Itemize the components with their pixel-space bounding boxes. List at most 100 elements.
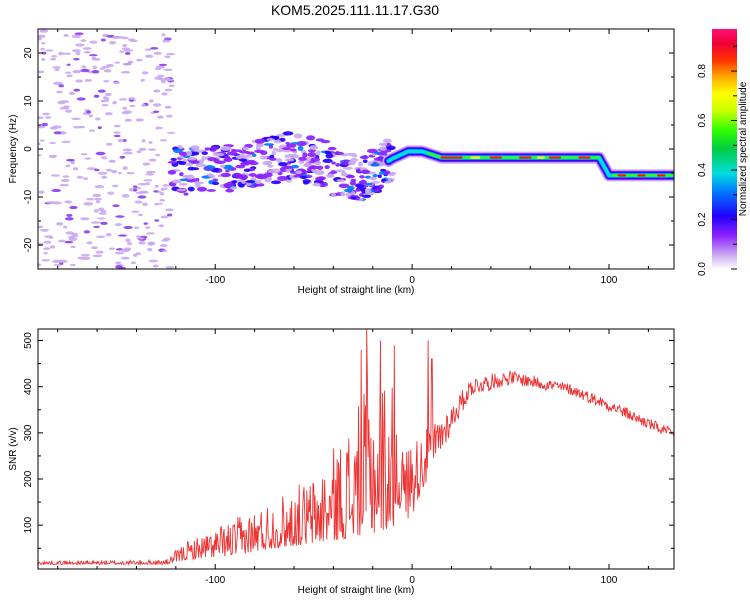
spectral-blob <box>267 164 274 168</box>
spectral-blob <box>331 161 336 165</box>
noise-blob <box>92 254 103 258</box>
noise-blob <box>58 84 65 88</box>
noise-blob <box>86 110 92 114</box>
spectral-blob <box>350 190 356 196</box>
spectral-blob <box>254 179 262 185</box>
noise-blob <box>78 125 86 129</box>
noise-blob <box>115 215 125 218</box>
noise-blob <box>162 39 171 43</box>
noise-blob <box>92 65 98 70</box>
noise-blob <box>90 221 101 224</box>
noise-blob <box>53 263 62 267</box>
noise-blob <box>39 29 49 33</box>
noise-blob <box>82 177 89 180</box>
noise-blob <box>64 200 73 204</box>
spectral-blob <box>349 181 357 186</box>
noise-blob <box>71 34 82 39</box>
y-tick-label: -10 <box>23 189 34 204</box>
spectral-blob <box>359 179 367 185</box>
noise-blob <box>45 49 54 52</box>
noise-blob <box>101 175 108 179</box>
spectral-blob <box>386 145 396 151</box>
noise-blob <box>145 182 150 186</box>
noise-blob <box>80 254 91 257</box>
spectral-blob <box>367 161 373 167</box>
spectral-blob <box>255 145 261 151</box>
spectral-blob <box>195 177 200 182</box>
spectral-blob <box>345 192 352 197</box>
noise-blob <box>159 139 168 142</box>
noise-blob <box>86 167 97 171</box>
noise-blob <box>149 99 154 103</box>
spectral-blob <box>251 153 257 157</box>
noise-blob <box>72 69 81 74</box>
spectral-blob <box>178 151 187 156</box>
spectral-blob <box>220 172 232 178</box>
spectral-blob <box>291 164 299 169</box>
spectral-blob <box>212 181 220 186</box>
spectral-blob <box>242 146 250 151</box>
noise-blob <box>113 131 122 134</box>
noise-blob <box>128 97 136 100</box>
noise-blob <box>158 63 168 67</box>
noise-blob <box>64 71 72 74</box>
noise-blob <box>39 228 50 232</box>
spectral-blob <box>232 180 238 184</box>
noise-blob <box>158 224 165 228</box>
spectral-blob <box>310 157 320 162</box>
colorbar-ticks: 0.0 0.2 0.4 0.6 0.8 <box>697 45 737 276</box>
spectral-blob <box>193 181 204 185</box>
noise-blob <box>93 94 100 98</box>
noise-blob <box>42 112 51 116</box>
spectral-blob <box>388 171 396 177</box>
spectral-blob <box>231 148 236 152</box>
noise-blob <box>132 185 138 188</box>
noise-blob <box>91 70 100 74</box>
noise-blob <box>136 58 143 62</box>
spectral-blob <box>267 169 276 173</box>
noise-blob <box>51 55 58 58</box>
spectral-blob <box>374 151 380 155</box>
spectral-blob <box>364 175 372 179</box>
noise-blob <box>38 34 46 38</box>
noise-blob <box>80 217 90 221</box>
noise-blob <box>155 153 161 157</box>
noise-blob <box>147 148 157 151</box>
colorbar-tick-label: 0.4 <box>697 163 708 177</box>
spectral-blob <box>303 181 309 185</box>
noise-blob <box>122 106 128 110</box>
noise-blob <box>136 237 145 240</box>
noise-blob <box>150 47 159 50</box>
noise-blob <box>166 131 176 135</box>
noise-blob <box>141 103 146 107</box>
noise-blob <box>111 169 117 174</box>
noise-blob <box>168 84 175 87</box>
noise-blob <box>56 90 63 94</box>
x-tick-label: 100 <box>601 275 618 286</box>
spectral-blob <box>220 146 232 151</box>
noise-blob <box>154 67 162 71</box>
spectral-blob <box>235 155 243 160</box>
spectral-blob <box>314 161 322 166</box>
noise-blob <box>75 43 85 47</box>
noise-blob <box>82 47 92 50</box>
noise-blob <box>123 62 130 66</box>
noise-blob <box>97 171 108 175</box>
noise-blob <box>125 238 131 243</box>
noise-blob <box>69 205 78 210</box>
spectral-blob <box>223 164 234 170</box>
noise-blob <box>162 184 169 187</box>
spectral-blob <box>340 191 346 197</box>
spectral-blob <box>278 161 288 167</box>
noise-blob <box>54 68 60 72</box>
noise-blob <box>163 68 173 71</box>
noise-blob <box>159 199 166 202</box>
noise-blob <box>49 141 56 145</box>
spectral-blob <box>230 186 238 190</box>
noise-blob <box>163 187 168 190</box>
noise-blob <box>72 49 81 53</box>
noise-blob <box>136 235 141 238</box>
spectral-blob <box>364 182 373 186</box>
noise-blob <box>76 175 84 179</box>
noise-blob <box>83 202 94 206</box>
